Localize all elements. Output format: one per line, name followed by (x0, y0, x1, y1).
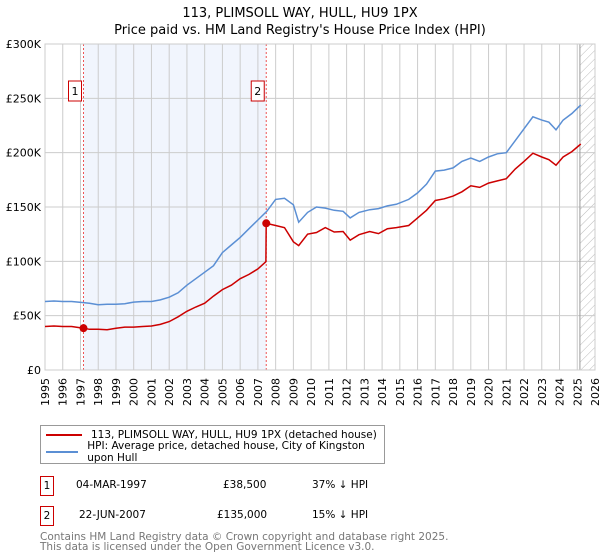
transaction-marker: 1 (40, 476, 54, 496)
footer-copyright: Contains HM Land Registry data © Crown c… (40, 531, 449, 543)
x-tick-label: 2022 (518, 378, 531, 406)
transaction-price: £38,500 (223, 479, 267, 491)
transaction-hpi-diff: 37% ↓ HPI (312, 479, 369, 491)
x-tick-label: 2024 (554, 378, 567, 406)
chart-legend: 113, PLIMSOLL WAY, HULL, HU9 1PX (detach… (40, 425, 385, 464)
x-tick-label: 1996 (57, 378, 70, 406)
y-tick-label: £50K (13, 310, 42, 323)
x-tick-label: 2025 (571, 378, 584, 406)
x-tick-label: 1997 (74, 378, 87, 406)
y-tick-label: £100K (6, 255, 42, 268)
legend-item-hpi: HPI: Average price, detached house, City… (46, 440, 384, 464)
y-tick-label: £300K (6, 38, 42, 51)
footer: Contains HM Land Registry data © Crown c… (40, 531, 449, 553)
chart-title-line2: Price paid vs. HM Land Registry's House … (114, 23, 486, 38)
sale-label-box (250, 80, 265, 102)
x-tick-label: 2013 (358, 378, 371, 406)
x-tick-label: 2005 (216, 378, 229, 406)
sale-point (262, 219, 271, 228)
x-tick-label: 1998 (92, 378, 105, 406)
y-tick-label: £250K (6, 92, 42, 105)
x-tick-label: 2003 (181, 378, 194, 406)
x-tick-label: 2015 (394, 378, 407, 406)
x-tick-label: 1999 (110, 378, 123, 406)
x-tick-label: 2020 (483, 378, 496, 406)
x-tick-label: 2021 (500, 378, 513, 406)
x-tick-label: 2012 (341, 378, 354, 406)
x-tick-label: 2010 (305, 378, 318, 406)
transaction-date: 04-MAR-1997 (76, 479, 147, 491)
legend-item-property: 113, PLIMSOLL WAY, HULL, HU9 1PX (detach… (46, 427, 377, 443)
x-tick-label: 2011 (323, 378, 336, 406)
x-tick-label: 2004 (199, 378, 212, 406)
transaction-hpi-diff: 15% ↓ HPI (312, 509, 369, 521)
transaction-price: £135,000 (217, 509, 268, 521)
x-tick-label: 2018 (447, 378, 460, 406)
x-tick-label: 2000 (128, 378, 141, 406)
sale-label: 1 (72, 85, 79, 98)
y-tick-label: £0 (27, 364, 41, 377)
x-tick-label: 2002 (163, 378, 176, 406)
x-tick-label: 2001 (145, 378, 158, 406)
x-tick-label: 2006 (234, 378, 247, 406)
legend-swatch-blue (46, 451, 79, 453)
transaction-marker: 2 (40, 506, 54, 526)
y-tick-label: £150K (6, 201, 42, 214)
x-tick-label: 2019 (465, 378, 478, 406)
sale-point (79, 324, 88, 333)
price-chart: 1995 1996 1997 1998 1999 2000 2001 2002 2003 2004… (6, 38, 600, 406)
sale-label-box (68, 80, 82, 102)
chart-title-line1: 113, PLIMSOLL WAY, HULL, HU9 1PX (182, 6, 418, 21)
x-tick-label: 2009 (287, 378, 300, 406)
x-tick-label: 2016 (412, 378, 425, 406)
x-tick-label: 2008 (270, 378, 283, 406)
transaction-date: 22-JUN-2007 (79, 509, 146, 521)
x-tick-label: 2007 (252, 378, 265, 406)
legend-label-property: 113, PLIMSOLL WAY, HULL, HU9 1PX (detach… (91, 429, 377, 441)
x-tick-label: 1995 (39, 378, 52, 406)
hpi-line (44, 104, 582, 306)
plot-border (44, 43, 596, 371)
legend-label-hpi: HPI: Average price, detached house, City… (87, 440, 365, 464)
legend-swatch-red (46, 434, 82, 436)
x-tick-label: 2026 (589, 378, 600, 406)
y-tick-label: £200K (6, 147, 42, 160)
footer-licence: This data is licensed under the Open Gov… (40, 541, 375, 553)
property-price-line (44, 143, 582, 331)
x-tick-label: 2023 (536, 378, 549, 406)
sale-label: 2 (254, 85, 261, 98)
x-tick-label: 2014 (376, 378, 389, 406)
x-tick-label: 2017 (429, 378, 442, 406)
